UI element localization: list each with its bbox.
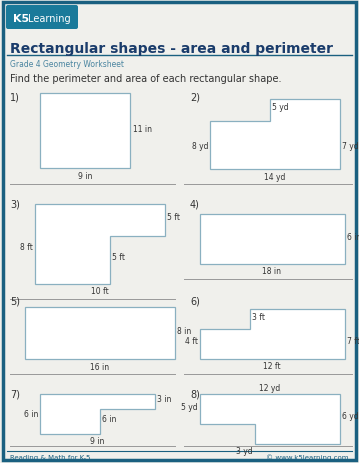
Text: 5): 5) [10, 296, 20, 307]
Text: 3): 3) [10, 200, 20, 210]
Text: 3 yd: 3 yd [236, 446, 253, 455]
Text: 8 in: 8 in [177, 327, 191, 336]
Bar [25, 307, 175, 359]
Text: 6 in: 6 in [102, 414, 116, 424]
Polygon shape [210, 100, 340, 169]
Text: 1): 1) [10, 92, 20, 102]
Text: 5 yd: 5 yd [272, 103, 289, 112]
Text: 5 ft: 5 ft [112, 253, 125, 262]
Text: 4 ft: 4 ft [185, 337, 198, 346]
FancyBboxPatch shape [6, 6, 78, 30]
Text: Grade 4 Geometry Worksheet: Grade 4 Geometry Worksheet [10, 60, 124, 69]
Text: 18 in: 18 in [262, 266, 281, 275]
Text: 7): 7) [10, 389, 20, 399]
Text: 8): 8) [190, 389, 200, 399]
Text: 6 yd: 6 yd [342, 412, 359, 420]
Text: Find the perimeter and area of each rectangular shape.: Find the perimeter and area of each rect… [10, 74, 281, 84]
Text: 8 yd: 8 yd [191, 142, 208, 151]
Text: 8 ft: 8 ft [20, 243, 33, 252]
Text: 4): 4) [190, 200, 200, 210]
Text: 3 ft: 3 ft [252, 313, 265, 322]
Polygon shape [200, 394, 340, 444]
Text: 5 yd: 5 yd [181, 403, 198, 412]
Text: 6): 6) [190, 296, 200, 307]
Polygon shape [35, 205, 165, 284]
Text: 9 in: 9 in [90, 436, 104, 445]
Bar [200, 214, 345, 264]
Text: 12 yd: 12 yd [259, 383, 281, 392]
Text: 16 in: 16 in [90, 362, 109, 371]
Text: Rectangular shapes - area and perimeter: Rectangular shapes - area and perimeter [10, 42, 333, 56]
Text: 7 ft: 7 ft [347, 337, 359, 346]
Text: 14 yd: 14 yd [264, 173, 286, 181]
Text: Reading & Math for K-5: Reading & Math for K-5 [10, 454, 90, 460]
Text: 7 yd: 7 yd [342, 142, 359, 151]
Text: 6 in: 6 in [24, 410, 38, 419]
Text: 2): 2) [190, 92, 200, 102]
Text: 11 in: 11 in [133, 125, 152, 134]
Text: 9 in: 9 in [78, 172, 92, 181]
Bar [40, 94, 130, 169]
Text: 3 in: 3 in [157, 394, 171, 404]
Text: 12 ft: 12 ft [263, 361, 281, 370]
Text: © www.k5learning.com: © www.k5learning.com [266, 454, 349, 460]
Polygon shape [200, 309, 345, 359]
Text: K5: K5 [13, 14, 29, 24]
Text: 6 in: 6 in [347, 233, 359, 242]
Polygon shape [40, 394, 155, 434]
Text: Learning: Learning [28, 14, 71, 24]
Text: 5 ft: 5 ft [167, 213, 180, 222]
Text: 10 ft: 10 ft [91, 287, 109, 295]
